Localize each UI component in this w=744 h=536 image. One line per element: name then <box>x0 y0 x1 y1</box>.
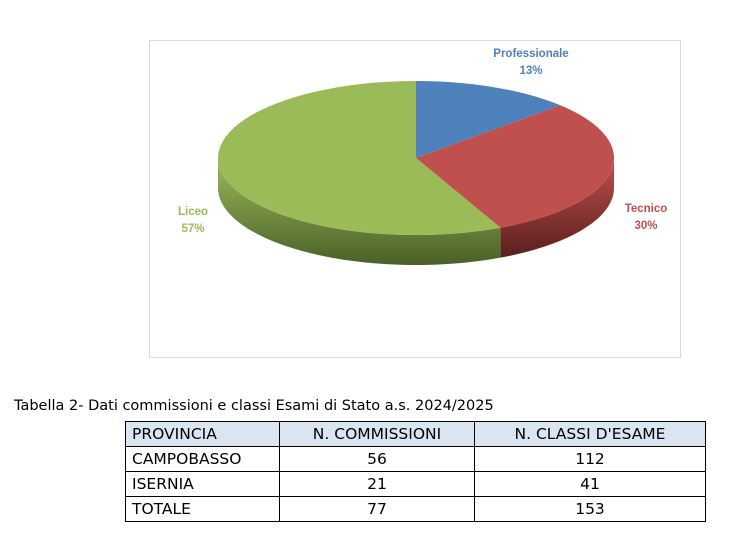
pie-chart-frame: Professionale 13% Tecnico 30% Liceo 57% <box>149 40 681 358</box>
pie-slice-liceo <box>217 81 501 235</box>
commissions-table: PROVINCIA N. COMMISSIONI N. CLASSI D'ESA… <box>125 421 706 522</box>
cell-classi: 112 <box>474 446 706 472</box>
pie-chart <box>217 81 614 265</box>
cell-provincia: TOTALE <box>125 496 280 522</box>
label-liceo-value: 57% <box>181 223 205 235</box>
table-row-total: TOTALE 77 153 <box>125 496 706 522</box>
table-header-row: PROVINCIA N. COMMISSIONI N. CLASSI D'ESA… <box>125 421 706 447</box>
pie-slice-professionale <box>416 81 561 158</box>
table-row: CAMPOBASSO 56 112 <box>125 446 706 472</box>
label-professionale: Professionale 13% <box>488 46 574 80</box>
label-liceo: Liceo 57% <box>168 204 218 238</box>
label-professionale-name: Professionale <box>493 48 569 60</box>
pie-side-liceo <box>218 158 501 265</box>
label-tecnico-value: 30% <box>634 220 658 232</box>
label-liceo-name: Liceo <box>177 206 209 218</box>
label-tecnico-name: Tecnico <box>624 203 668 215</box>
label-tecnico: Tecnico 30% <box>616 201 676 235</box>
pie-side-tecnico <box>500 158 614 258</box>
cell-provincia: CAMPOBASSO <box>125 446 280 472</box>
cell-commissioni: 21 <box>279 471 475 497</box>
pie-slice-tecnico <box>416 105 614 228</box>
cell-classi: 153 <box>474 496 706 522</box>
cell-provincia: ISERNIA <box>125 471 280 497</box>
cell-commissioni: 56 <box>279 446 475 472</box>
header-provincia: PROVINCIA <box>125 421 280 447</box>
cell-classi: 41 <box>474 471 706 497</box>
header-commissioni: N. COMMISSIONI <box>279 421 475 447</box>
cell-commissioni: 77 <box>279 496 475 522</box>
table-caption: Tabella 2- Dati commissioni e classi Esa… <box>14 398 494 414</box>
label-professionale-value: 13% <box>519 65 543 77</box>
table-row: ISERNIA 21 41 <box>125 471 706 497</box>
header-classi: N. CLASSI D'ESAME <box>474 421 706 447</box>
